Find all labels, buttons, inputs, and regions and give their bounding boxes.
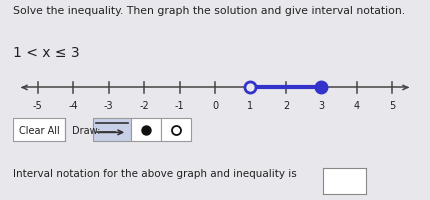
FancyBboxPatch shape <box>161 118 191 142</box>
Text: Clear All: Clear All <box>19 125 59 135</box>
Text: 5: 5 <box>389 101 396 111</box>
Text: -3: -3 <box>104 101 114 111</box>
Text: 1 < x ≤ 3: 1 < x ≤ 3 <box>13 46 80 60</box>
FancyBboxPatch shape <box>93 118 132 142</box>
Text: -5: -5 <box>33 101 43 111</box>
Text: 3: 3 <box>318 101 324 111</box>
Text: 2: 2 <box>283 101 289 111</box>
Text: 4: 4 <box>354 101 360 111</box>
Text: 1: 1 <box>247 101 254 111</box>
Text: -4: -4 <box>68 101 78 111</box>
Text: -1: -1 <box>175 101 184 111</box>
Text: -2: -2 <box>139 101 149 111</box>
Text: Draw:: Draw: <box>71 125 100 135</box>
Text: 0: 0 <box>212 101 218 111</box>
Text: Interval notation for the above graph and inequality is: Interval notation for the above graph an… <box>13 168 297 178</box>
Text: Solve the inequality. Then graph the solution and give interval notation.: Solve the inequality. Then graph the sol… <box>13 6 405 16</box>
FancyBboxPatch shape <box>13 118 65 142</box>
FancyBboxPatch shape <box>132 118 161 142</box>
